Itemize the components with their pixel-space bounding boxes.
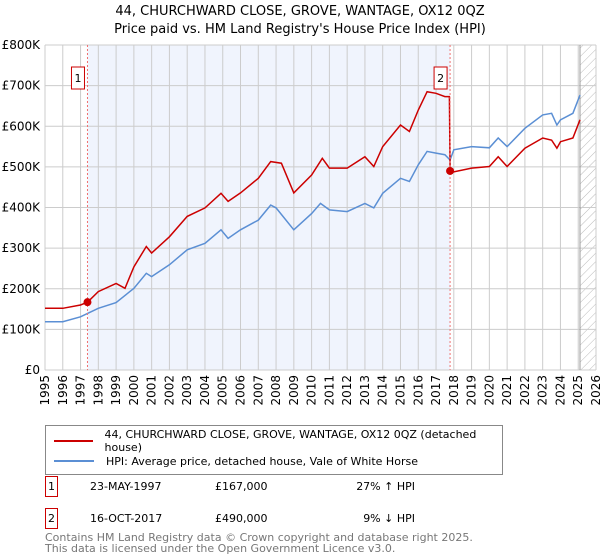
x-tick-label: 2010 [305,375,319,406]
footer-copyright: Contains HM Land Registry data © Crown c… [45,531,473,544]
annotation-box [433,66,448,90]
footer-licence: This data is licensed under the Open Gov… [45,542,396,555]
x-tick-label: 2005 [216,375,230,406]
transaction-hpi: 9% ↓ HPI [363,512,415,525]
x-tick-label: 2013 [358,375,372,406]
chart-subtitle: Price paid vs. HM Land Registry's House … [114,22,486,37]
sale-point [446,166,455,175]
y-tick-label: £500K [2,160,42,174]
x-tick-label: 2025 [571,375,585,406]
chart-legend: 44, CHURCHWARD CLOSE, GROVE, WANTAGE, OX… [45,425,503,475]
y-tick-label: £700K [2,79,42,93]
x-tick-label: 2016 [411,375,425,406]
y-tick-label: £200K [2,282,42,296]
price-paid-line [45,90,581,310]
x-tick-label: 2022 [518,375,532,406]
x-tick-label: 2008 [269,375,283,406]
x-tick-label: 2003 [180,375,194,406]
x-tick-label: 2006 [234,375,248,406]
x-tick-label: 2012 [340,375,354,406]
legend-swatch-red [54,440,93,442]
x-tick-label: 1998 [91,375,105,406]
transaction-price: £167,000 [215,480,268,493]
sale-point [83,298,92,307]
legend-item-hpi: HPI: Average price, detached house, Vale… [54,453,418,469]
y-tick-label: £600K [2,119,42,133]
x-tick-label: 2011 [322,375,336,406]
legend-label: 44, CHURCHWARD CLOSE, GROVE, WANTAGE, OX… [104,428,477,454]
legend-item-property: 44, CHURCHWARD CLOSE, GROVE, WANTAGE, OX… [54,428,502,454]
x-tick-label: 2020 [482,375,496,406]
x-tick-label: 1999 [109,375,123,406]
legend-swatch-blue [54,460,94,462]
annotation-label: 1 [74,72,81,85]
transaction-hpi: 27% ↑ HPI [356,480,415,493]
x-tick-label: 2004 [198,375,212,406]
x-tick-label: 2001 [145,375,159,406]
y-tick-label: £400K [2,201,42,215]
annotation-label: 2 [437,72,444,85]
transaction-row: 2 16-OCT-2017 £490,000 9% ↓ HPI [45,508,545,530]
x-tick-label: 2015 [393,375,407,406]
transaction-price: £490,000 [215,512,268,525]
x-tick-label: 2014 [376,375,390,406]
x-tick-label: 2019 [465,375,479,406]
x-tick-label: 1996 [56,375,70,406]
x-tick-label: 2018 [447,375,461,406]
chart-title: 44, CHURCHWARD CLOSE, GROVE, WANTAGE, OX… [115,4,485,19]
x-tick-label: 2000 [127,375,141,406]
x-tick-label: 2007 [251,375,265,406]
transaction-row: 1 23-MAY-1997 £167,000 27% ↑ HPI [45,476,545,498]
x-tick-label: 2021 [500,375,514,406]
x-tick-label: 2009 [287,375,301,406]
footer: Contains HM Land Registry data © Crown c… [45,532,473,554]
transaction-date: 16-OCT-2017 [90,512,163,525]
x-tick-label: 1997 [74,375,88,406]
hpi-line [45,94,581,323]
y-tick-label: £0 [25,363,40,377]
transaction-number: 1 [45,476,58,497]
x-tick-label: 2017 [429,375,443,406]
x-tick-label: 1995 [38,375,52,406]
x-tick-label: 2024 [553,375,567,406]
legend-label: HPI: Average price, detached house, Vale… [106,454,418,468]
y-tick-label: £100K [2,322,42,336]
y-tick-label: £300K [2,241,42,255]
price-chart: 1995 1996 1997 1998 1999 2000 2001 2002 2003 2004… [2,38,600,406]
x-tick-label: 2026 [589,375,600,406]
x-tick-label: 2002 [162,375,176,406]
annotation-box [70,66,85,90]
y-tick-label: £800K [2,38,42,52]
x-tick-label: 2023 [536,375,550,406]
transaction-number: 2 [45,508,58,529]
transaction-date: 23-MAY-1997 [90,480,162,493]
